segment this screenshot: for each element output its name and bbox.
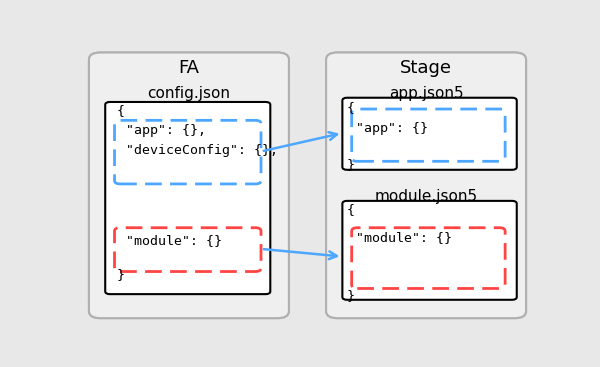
FancyBboxPatch shape <box>105 102 270 294</box>
Text: Stage: Stage <box>400 59 452 77</box>
FancyBboxPatch shape <box>115 228 261 272</box>
Text: }: } <box>347 158 355 171</box>
FancyBboxPatch shape <box>343 98 517 170</box>
Text: "module": {}: "module": {} <box>356 231 452 244</box>
FancyBboxPatch shape <box>326 52 526 318</box>
Text: config.json: config.json <box>148 86 230 101</box>
FancyBboxPatch shape <box>326 52 526 318</box>
FancyBboxPatch shape <box>115 120 261 184</box>
FancyBboxPatch shape <box>352 109 505 161</box>
Text: }: } <box>347 289 355 302</box>
FancyBboxPatch shape <box>352 228 505 288</box>
Text: {: { <box>117 104 125 117</box>
Text: "module": {}: "module": {} <box>126 234 222 247</box>
Text: module.json5: module.json5 <box>374 189 478 204</box>
FancyBboxPatch shape <box>89 52 289 318</box>
FancyBboxPatch shape <box>89 52 289 318</box>
Text: {: { <box>347 101 355 114</box>
Text: {: { <box>347 203 355 216</box>
Text: "app": {},: "app": {}, <box>126 124 206 137</box>
Text: FA: FA <box>178 59 199 77</box>
Text: "deviceConfig": {},: "deviceConfig": {}, <box>126 143 278 156</box>
Text: "app": {}: "app": {} <box>356 122 428 135</box>
FancyBboxPatch shape <box>343 201 517 300</box>
Text: app.json5: app.json5 <box>389 86 463 101</box>
Text: }: } <box>117 268 125 281</box>
